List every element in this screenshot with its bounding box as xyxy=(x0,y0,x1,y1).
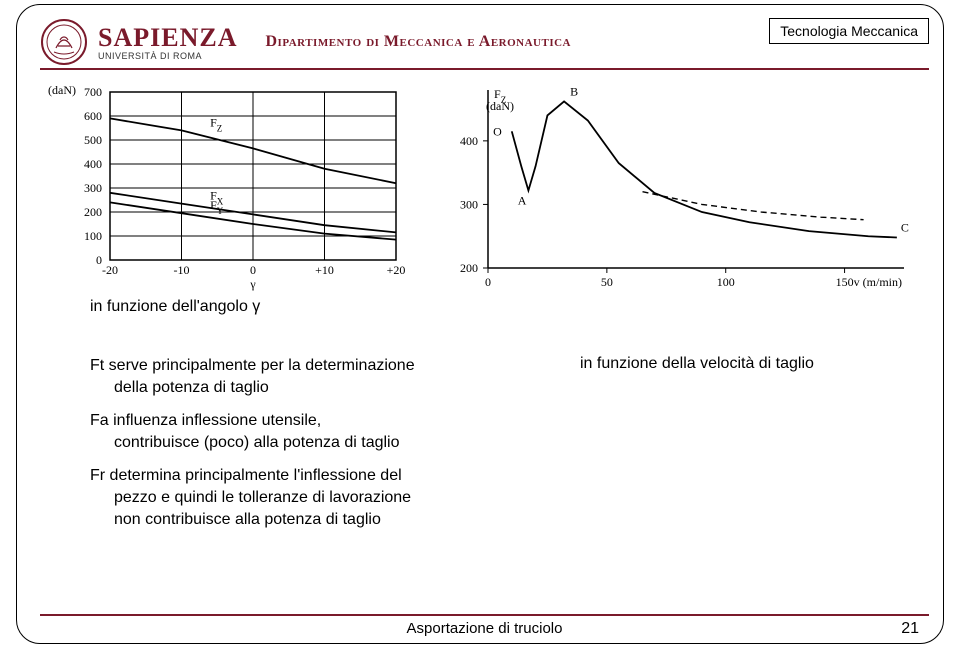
svg-text:50: 50 xyxy=(601,275,613,289)
svg-text:0: 0 xyxy=(485,275,491,289)
svg-text:O: O xyxy=(493,124,502,138)
svg-text:150: 150 xyxy=(836,275,854,289)
footer: Asportazione di truciolo 21 xyxy=(40,620,929,646)
svg-text:C: C xyxy=(901,220,909,234)
svg-text:100: 100 xyxy=(84,229,102,243)
chart-right: 200300400050100150v (m/min)FZ(daN)OABC xyxy=(436,84,916,294)
svg-text:100: 100 xyxy=(717,275,735,289)
department-name: Dipartimento di Meccanica e Aeronautica xyxy=(265,33,571,51)
chart-right-svg: 200300400050100150v (m/min)FZ(daN)OABC xyxy=(436,84,916,294)
svg-text:γ: γ xyxy=(249,277,256,291)
header: SAPIENZA UNIVERSITÀ DI ROMA Dipartimento… xyxy=(40,12,929,72)
svg-text:700: 700 xyxy=(84,85,102,99)
svg-text:(daN): (daN) xyxy=(48,84,76,97)
svg-text:B: B xyxy=(570,84,578,98)
footer-title: Asportazione di truciolo xyxy=(407,620,563,637)
svg-text:+20: +20 xyxy=(387,263,406,277)
body-text-block: Ft serve principalmente per la determina… xyxy=(90,355,470,542)
svg-text:400: 400 xyxy=(460,134,478,148)
svg-text:v (m/min): v (m/min) xyxy=(854,275,902,289)
svg-text:300: 300 xyxy=(84,181,102,195)
svg-text:FZ: FZ xyxy=(210,115,222,133)
svg-text:0: 0 xyxy=(250,263,256,277)
footer-page-number: 21 xyxy=(901,620,919,638)
university-seal-icon xyxy=(40,18,88,66)
university-name-block: SAPIENZA UNIVERSITÀ DI ROMA xyxy=(98,23,237,61)
paragraph-ft: Ft serve principalmente per la determina… xyxy=(90,355,470,398)
university-name: SAPIENZA xyxy=(98,23,237,53)
chart-left-caption: in funzione dell'angolo γ xyxy=(90,298,260,316)
chart-right-caption: in funzione della velocità di taglio xyxy=(580,355,814,373)
svg-text:(daN): (daN) xyxy=(486,99,514,113)
course-box: Tecnologia Meccanica xyxy=(769,18,929,44)
header-divider xyxy=(40,68,929,70)
chart-left-svg: 0100200300400500600700-20-100+10+20(daN)… xyxy=(48,84,408,294)
svg-text:A: A xyxy=(518,193,527,207)
chart-left: 0100200300400500600700-20-100+10+20(daN)… xyxy=(48,84,408,294)
svg-text:-10: -10 xyxy=(174,263,190,277)
svg-text:600: 600 xyxy=(84,109,102,123)
footer-divider xyxy=(40,614,929,616)
svg-text:300: 300 xyxy=(460,197,478,211)
charts-row: 0 100 200 300 400 500 600 700 -20 -10 0 +10 +20 (daN)… xyxy=(48,84,918,299)
paragraph-fr: Fr determina principalmente l'inflession… xyxy=(90,465,470,530)
svg-text:-20: -20 xyxy=(102,263,118,277)
svg-text:200: 200 xyxy=(84,205,102,219)
university-subtitle: UNIVERSITÀ DI ROMA xyxy=(98,51,237,61)
paragraph-fa: Fa influenza inflessione utensile, contr… xyxy=(90,410,470,453)
svg-text:+10: +10 xyxy=(315,263,334,277)
svg-text:500: 500 xyxy=(84,133,102,147)
svg-text:400: 400 xyxy=(84,157,102,171)
course-name: Tecnologia Meccanica xyxy=(780,23,918,39)
svg-text:200: 200 xyxy=(460,261,478,275)
